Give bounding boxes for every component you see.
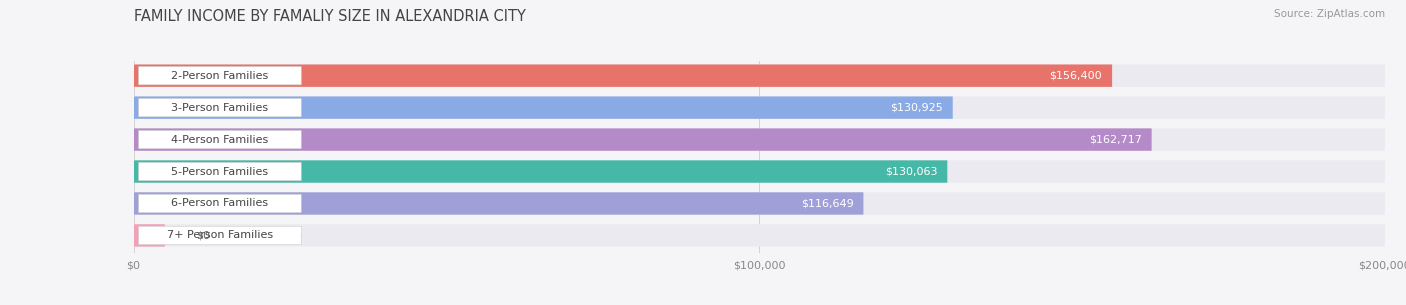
FancyBboxPatch shape <box>134 64 1385 87</box>
Text: 5-Person Families: 5-Person Families <box>172 167 269 177</box>
FancyBboxPatch shape <box>134 224 165 247</box>
FancyBboxPatch shape <box>139 162 301 181</box>
Text: $116,649: $116,649 <box>800 199 853 209</box>
FancyBboxPatch shape <box>139 226 301 245</box>
FancyBboxPatch shape <box>134 192 863 215</box>
FancyBboxPatch shape <box>134 64 1112 87</box>
FancyBboxPatch shape <box>139 194 301 213</box>
FancyBboxPatch shape <box>134 160 1385 183</box>
Text: Source: ZipAtlas.com: Source: ZipAtlas.com <box>1274 9 1385 19</box>
FancyBboxPatch shape <box>134 160 948 183</box>
Text: $156,400: $156,400 <box>1049 71 1102 81</box>
FancyBboxPatch shape <box>139 131 301 149</box>
FancyBboxPatch shape <box>134 192 1385 215</box>
Text: 4-Person Families: 4-Person Families <box>172 135 269 145</box>
Text: FAMILY INCOME BY FAMALIY SIZE IN ALEXANDRIA CITY: FAMILY INCOME BY FAMALIY SIZE IN ALEXAND… <box>134 9 526 24</box>
FancyBboxPatch shape <box>134 224 1385 247</box>
Text: $130,925: $130,925 <box>890 102 942 113</box>
Text: 3-Person Families: 3-Person Families <box>172 102 269 113</box>
Text: 7+ Person Families: 7+ Person Families <box>167 231 273 240</box>
FancyBboxPatch shape <box>134 96 953 119</box>
FancyBboxPatch shape <box>139 66 301 85</box>
Text: $130,063: $130,063 <box>884 167 938 177</box>
FancyBboxPatch shape <box>134 128 1385 151</box>
FancyBboxPatch shape <box>139 99 301 117</box>
Text: $0: $0 <box>197 231 209 240</box>
FancyBboxPatch shape <box>134 96 1385 119</box>
Text: 6-Person Families: 6-Person Families <box>172 199 269 209</box>
Text: $162,717: $162,717 <box>1088 135 1142 145</box>
Text: 2-Person Families: 2-Person Families <box>172 71 269 81</box>
FancyBboxPatch shape <box>134 128 1152 151</box>
